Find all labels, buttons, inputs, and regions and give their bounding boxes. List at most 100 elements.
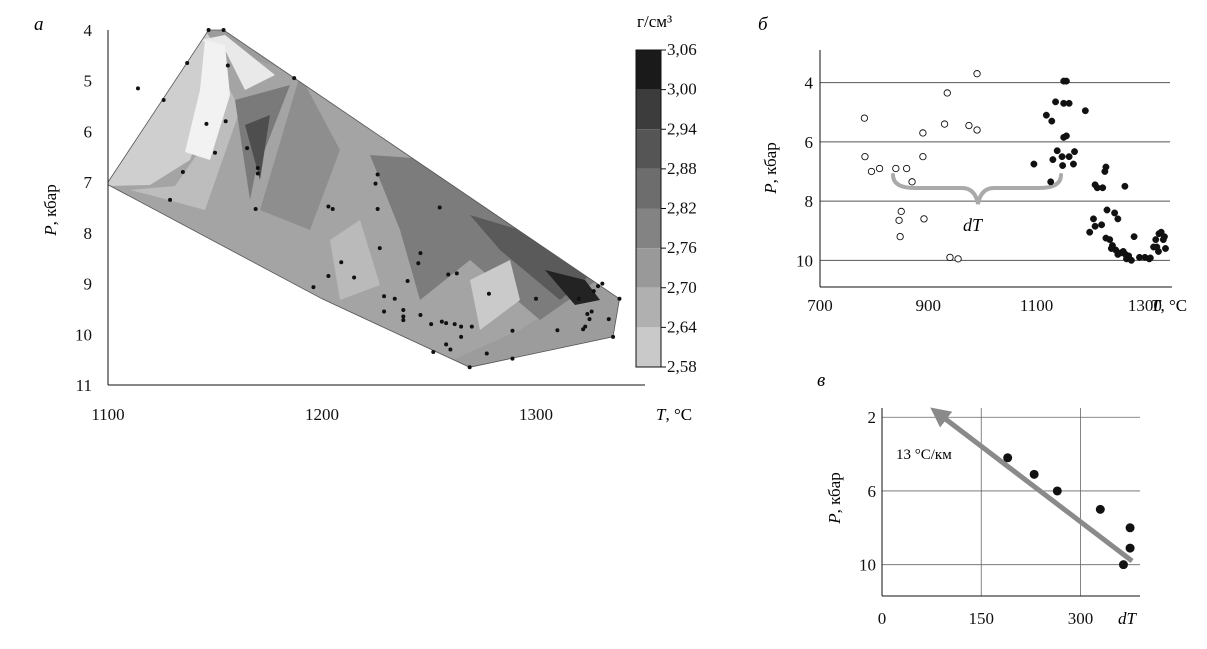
colorbar-level-label: 2,76 xyxy=(667,238,697,257)
data-point xyxy=(1095,504,1105,514)
sample-point xyxy=(161,97,166,102)
sample-point xyxy=(600,281,605,286)
filled-point xyxy=(1108,242,1116,249)
sample-point xyxy=(589,309,594,314)
dT-brace xyxy=(891,173,1063,205)
filled-point xyxy=(1121,182,1129,190)
colorbar-swatch xyxy=(636,327,661,367)
y-axis-title-var: P xyxy=(41,225,60,236)
sample-point xyxy=(454,271,459,276)
colorbar-level-label: 2,58 xyxy=(667,357,697,376)
sample-point xyxy=(446,272,451,277)
sample-point xyxy=(377,246,382,251)
sample-point xyxy=(467,365,472,370)
colorbar-swatch xyxy=(636,168,661,209)
sample-point xyxy=(225,63,230,68)
filled-point xyxy=(1062,77,1070,85)
data-point xyxy=(1029,469,1039,479)
sample-point xyxy=(439,319,444,324)
data-points xyxy=(1003,453,1135,570)
y-axis-title-unit: , кбар xyxy=(825,472,844,513)
y-tick-label: 10 xyxy=(859,556,876,575)
sample-point xyxy=(418,251,423,256)
density-zone-256 xyxy=(185,40,230,160)
x-axis-title: T, °C xyxy=(656,405,692,424)
filled-point xyxy=(1152,236,1160,244)
filled-point xyxy=(1081,107,1089,115)
sample-point xyxy=(444,321,449,326)
x-tick-label: 0 xyxy=(878,609,887,628)
y-tick-label: 6 xyxy=(805,133,814,152)
filled-point xyxy=(1111,209,1119,217)
data-point xyxy=(1125,543,1135,553)
sample-point xyxy=(587,317,592,322)
grid-lines xyxy=(820,82,1170,261)
x-axis-title-unit: , °C xyxy=(665,405,692,424)
sample-point xyxy=(392,296,397,301)
filled-point xyxy=(1049,156,1057,164)
colorbar-swatch xyxy=(636,89,661,130)
panel-v-label: в xyxy=(817,370,825,391)
y-tick-labels: 4 6 8 10 xyxy=(796,74,814,271)
colorbar: 3,06 3,00 2,94 2,88 2,82 2,76 2,70 2,64 2,58 xyxy=(635,40,697,376)
y-axis-title: P, кбар xyxy=(761,142,780,194)
panel-v: в 2 6 10 0 150 300 dT P, кбар 13 °C/км xyxy=(817,370,1140,628)
sample-point xyxy=(510,328,515,333)
colorbar-level-label: 2,64 xyxy=(667,317,697,336)
open-point xyxy=(908,178,916,186)
filled-point xyxy=(1091,222,1099,230)
density-zone-296 xyxy=(245,115,270,180)
sample-point xyxy=(382,309,387,314)
x-tick-label: 1300 xyxy=(519,405,553,424)
y-tick-label: 4 xyxy=(84,21,93,40)
open-point xyxy=(860,114,869,122)
open-point xyxy=(954,255,962,263)
x-tick-label: 1100 xyxy=(1020,296,1053,315)
filled-point xyxy=(1062,132,1070,140)
sample-point xyxy=(429,322,434,327)
filled-point xyxy=(1106,236,1114,244)
sample-point xyxy=(437,205,442,210)
sample-point xyxy=(185,60,190,65)
data-point xyxy=(1118,560,1128,570)
sample-point xyxy=(510,356,515,361)
open-point xyxy=(875,164,884,173)
filled-point xyxy=(1047,178,1055,186)
y-tick-labels: 2 6 10 xyxy=(859,408,876,574)
y-axis-title-unit: , кбар xyxy=(41,184,60,225)
filled-point xyxy=(1042,111,1050,119)
sample-point xyxy=(206,28,211,32)
panel-b: б 4 6 8 10 700 900 1100 1300 T, °C P, кбар dT xyxy=(758,14,1187,315)
sample-point xyxy=(401,314,406,319)
filled-point xyxy=(1150,243,1158,251)
sample-point xyxy=(576,296,581,301)
open-point xyxy=(861,152,869,161)
sample-point xyxy=(221,28,226,32)
x-tick-labels: 700 900 1100 1300 xyxy=(807,296,1162,315)
open-point xyxy=(902,164,911,173)
sample-point xyxy=(255,165,260,170)
data-points xyxy=(860,70,1169,264)
data-point xyxy=(1125,523,1135,533)
y-tick-label: 9 xyxy=(84,275,93,294)
y-axis-title-unit: , кбар xyxy=(761,142,780,183)
x-tick-label: 1200 xyxy=(305,405,339,424)
y-tick-labels: 4 5 6 7 8 9 10 11 xyxy=(75,21,93,395)
sample-point xyxy=(583,324,588,329)
open-point xyxy=(973,70,981,78)
colorbar-level-label: 3,06 xyxy=(667,40,697,59)
filled-point xyxy=(1065,153,1073,161)
filled-point xyxy=(1145,255,1153,263)
sample-point xyxy=(339,260,344,265)
sample-point xyxy=(375,172,380,177)
sample-point xyxy=(555,328,560,333)
sample-point xyxy=(223,119,228,124)
panel-b-label: б xyxy=(758,14,769,35)
sample-point xyxy=(245,146,250,151)
filled-point xyxy=(1071,148,1078,156)
y-axis-title-var: P xyxy=(761,183,780,194)
density-field xyxy=(108,30,620,368)
sample-point xyxy=(326,273,331,278)
x-tick-label: 150 xyxy=(968,609,994,628)
